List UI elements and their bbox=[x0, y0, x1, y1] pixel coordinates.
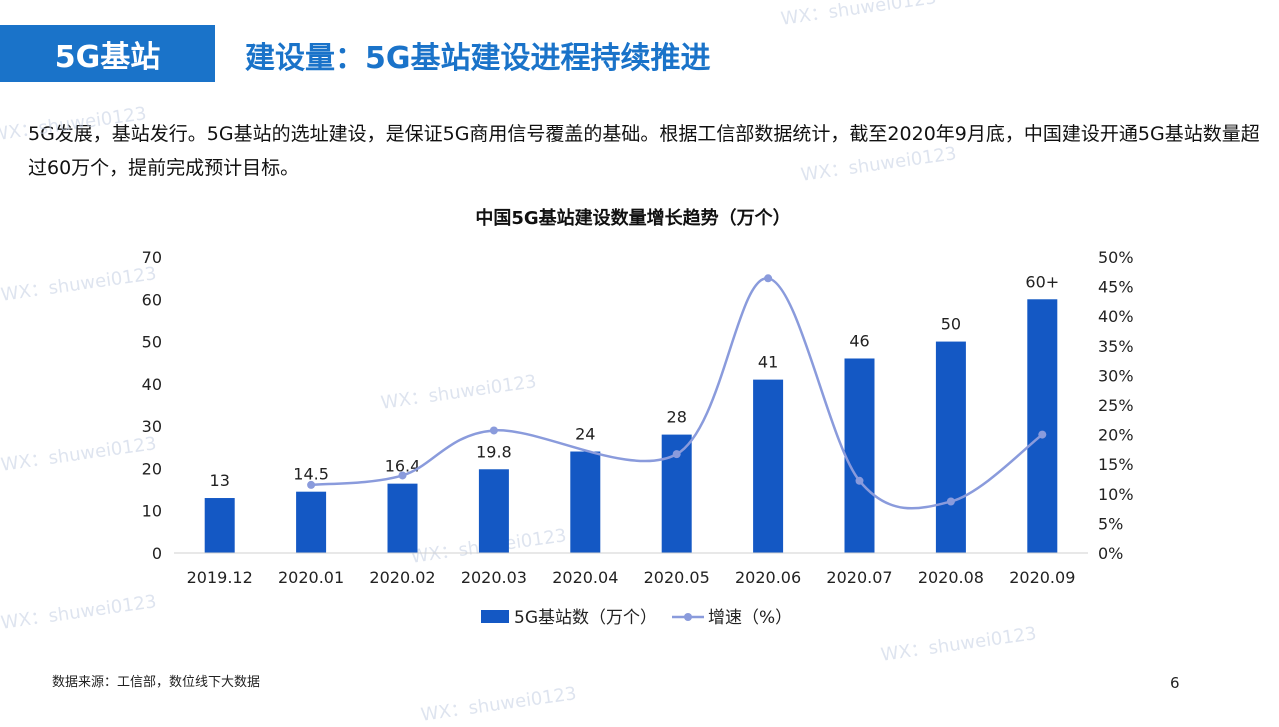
chart-title: 中国5G基站建设数量增长趋势（万个） bbox=[475, 207, 790, 229]
legend-label-line: 增速（%） bbox=[708, 608, 792, 628]
bar-base-stations bbox=[753, 379, 784, 553]
page-title: 建设量：5G基站建设进程持续推进 bbox=[245, 41, 711, 76]
y-right-tick-label: 35% bbox=[1098, 337, 1134, 356]
y-right-tick-label: 10% bbox=[1098, 485, 1134, 504]
bar-data-label: 24 bbox=[575, 425, 595, 444]
bar-data-label: 14.5 bbox=[293, 465, 329, 484]
x-tick-label: 2020.06 bbox=[735, 568, 801, 587]
y-right-tick-label: 30% bbox=[1098, 366, 1134, 385]
bar-base-stations bbox=[1027, 299, 1058, 553]
data-source: 数据来源：工信部，数位线下大数据 bbox=[52, 675, 261, 690]
bar-base-stations bbox=[570, 451, 601, 553]
y-left-tick-label: 0 bbox=[152, 544, 162, 563]
bar-data-label: 19.8 bbox=[476, 442, 512, 461]
bar-data-label: 13 bbox=[210, 471, 230, 490]
x-tick-label: 2020.07 bbox=[826, 568, 892, 587]
y-right-tick-label: 5% bbox=[1098, 514, 1123, 533]
x-tick-label: 2020.03 bbox=[461, 568, 527, 587]
bar-data-label: 50 bbox=[941, 315, 961, 334]
line-point-rate bbox=[307, 480, 316, 489]
y-left-tick-label: 10 bbox=[142, 502, 162, 521]
description-text: 5G发展，基站发行。5G基站的选址建设，是保证5G商用信号覆盖的基础。根据工信部… bbox=[28, 123, 1260, 179]
section-tag: 5G基站 bbox=[0, 25, 215, 82]
bar-base-stations bbox=[844, 358, 875, 553]
y-right-tick-label: 15% bbox=[1098, 455, 1134, 474]
y-right-tick-label: 40% bbox=[1098, 307, 1134, 326]
y-right-tick-label: 20% bbox=[1098, 426, 1134, 445]
y-left-tick-label: 20 bbox=[142, 459, 162, 478]
y-left-tick-label: 30 bbox=[142, 417, 162, 436]
bar-base-stations bbox=[296, 491, 327, 553]
y-left-tick-label: 70 bbox=[142, 248, 162, 267]
bar-data-label: 28 bbox=[667, 408, 687, 427]
legend-swatch-bar bbox=[481, 610, 509, 623]
page-number: 6 bbox=[1170, 674, 1180, 692]
bar-base-stations bbox=[935, 341, 966, 553]
line-point-rate bbox=[764, 274, 773, 283]
y-left-tick-label: 60 bbox=[142, 290, 162, 309]
line-point-rate bbox=[398, 471, 407, 480]
line-point-rate bbox=[672, 450, 681, 459]
legend-label-bar: 5G基站数（万个） bbox=[514, 608, 657, 628]
line-point-rate bbox=[946, 497, 955, 506]
y-left-tick-label: 50 bbox=[142, 333, 162, 352]
bar-data-label: 41 bbox=[758, 353, 778, 372]
x-tick-label: 2020.09 bbox=[1009, 568, 1075, 587]
bar-base-stations bbox=[204, 498, 235, 553]
y-right-tick-label: 0% bbox=[1098, 544, 1123, 563]
watermark: WX：shuwei0123 bbox=[779, 0, 938, 30]
chart: 中国5G基站建设数量增长趋势（万个） 0 10 20 30 40 50 60 70 0% 5% 1… bbox=[142, 207, 1134, 628]
x-tick-label: 2019.12 bbox=[187, 568, 253, 587]
line-point-rate bbox=[489, 426, 498, 435]
x-tick-label: 2020.01 bbox=[278, 568, 344, 587]
bar-data-label: 46 bbox=[849, 331, 869, 350]
y-right-tick-label: 25% bbox=[1098, 396, 1134, 415]
y-right-tick-label: 45% bbox=[1098, 278, 1134, 297]
line-point-rate bbox=[855, 476, 864, 485]
y-left-tick-label: 40 bbox=[142, 375, 162, 394]
line-point-rate bbox=[1038, 430, 1047, 439]
legend-swatch-point bbox=[684, 613, 692, 621]
series-line-rate bbox=[310, 277, 1044, 510]
bar-data-label: 60+ bbox=[1025, 272, 1059, 291]
x-tick-label: 2020.02 bbox=[369, 568, 435, 587]
bar-base-stations bbox=[387, 483, 418, 553]
x-tick-label: 2020.08 bbox=[918, 568, 984, 587]
y-right-tick-label: 50% bbox=[1098, 248, 1134, 267]
watermark: WX：shuwei0123 bbox=[419, 683, 578, 726]
bar-base-stations bbox=[478, 469, 509, 553]
x-tick-label: 2020.05 bbox=[644, 568, 710, 587]
x-tick-label: 2020.04 bbox=[552, 568, 618, 587]
